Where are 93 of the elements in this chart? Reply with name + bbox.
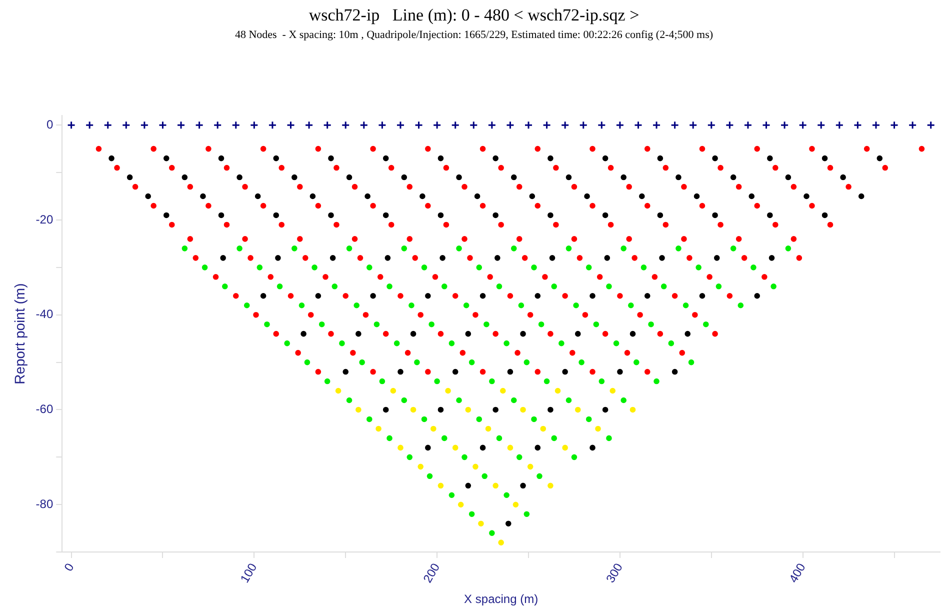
point	[376, 426, 382, 432]
point	[451, 120, 460, 130]
point	[540, 426, 546, 432]
point	[390, 388, 396, 394]
y-tick-label: -80	[36, 496, 54, 511]
point	[176, 120, 186, 130]
point	[485, 426, 492, 432]
point	[445, 388, 451, 394]
point	[458, 502, 464, 508]
point	[304, 120, 314, 130]
point	[562, 444, 568, 451]
point	[356, 406, 362, 413]
point	[595, 426, 601, 432]
point	[469, 120, 478, 130]
point	[597, 120, 606, 130]
point	[378, 120, 386, 130]
point	[85, 120, 94, 130]
point	[816, 120, 826, 130]
point	[872, 120, 880, 130]
point	[472, 464, 478, 470]
point	[506, 120, 514, 130]
point	[670, 120, 680, 130]
point	[500, 388, 506, 394]
y-tick-label: 0	[46, 117, 54, 132]
point	[574, 406, 581, 413]
point	[707, 120, 716, 130]
point	[414, 120, 424, 130]
point	[762, 120, 771, 130]
point	[410, 406, 416, 413]
point	[507, 444, 514, 451]
y-tick-label: -20	[36, 212, 54, 226]
point	[524, 120, 533, 130]
point	[492, 482, 498, 489]
point	[890, 120, 899, 130]
point	[798, 120, 808, 130]
x-tick-label: 200	[420, 560, 443, 586]
point	[286, 120, 295, 130]
point	[908, 120, 917, 130]
point	[630, 406, 636, 413]
point	[527, 464, 534, 470]
point	[396, 120, 405, 130]
point	[548, 482, 554, 489]
point	[268, 120, 277, 130]
point	[398, 444, 404, 451]
y-tick-label: -40	[36, 307, 54, 322]
point	[652, 120, 661, 130]
point	[610, 388, 616, 394]
chart-subtitle: 48 Nodes - X spacing: 10m , Quadripole/Injection: 1665/229, Estimated time: 00:22:26 config (2-4;500 ms)	[234, 28, 714, 41]
point	[488, 120, 496, 130]
point	[478, 520, 484, 526]
point	[418, 464, 424, 470]
point	[140, 120, 149, 130]
x-tick-label: 400	[786, 560, 808, 586]
point	[560, 120, 570, 130]
point	[498, 540, 504, 546]
point	[452, 444, 458, 451]
point	[542, 120, 552, 130]
point	[634, 120, 642, 130]
point	[360, 120, 368, 130]
point	[853, 120, 862, 130]
point	[158, 120, 167, 130]
point	[195, 120, 204, 130]
x-tick-label: 100	[238, 560, 260, 586]
point	[512, 502, 519, 508]
point	[926, 120, 936, 130]
point	[232, 120, 240, 130]
point	[432, 120, 442, 130]
point	[725, 120, 734, 130]
y-axis-title: Report point (m)	[11, 283, 28, 384]
x-axis-title: X spacing (m)	[464, 592, 538, 606]
point	[688, 120, 698, 130]
point	[616, 120, 624, 130]
x-tick-label: 0	[61, 560, 77, 574]
point	[465, 406, 472, 413]
point	[554, 388, 561, 394]
point	[104, 120, 112, 130]
point	[341, 120, 350, 130]
point	[438, 482, 444, 489]
y-tick-label: -60	[36, 402, 54, 416]
point	[323, 120, 332, 130]
point	[430, 426, 436, 432]
point	[250, 120, 258, 130]
point	[122, 120, 130, 130]
x-tick-label: 300	[603, 560, 626, 586]
point	[579, 120, 588, 130]
point	[67, 120, 76, 130]
point	[835, 120, 844, 130]
point	[520, 406, 526, 413]
point	[213, 120, 222, 130]
point	[335, 388, 342, 394]
point	[780, 120, 789, 130]
chart-title: wsch72-ip Line (m): 0 - 480 < wsch72-ip.sqz >	[308, 6, 640, 25]
point	[744, 120, 752, 130]
